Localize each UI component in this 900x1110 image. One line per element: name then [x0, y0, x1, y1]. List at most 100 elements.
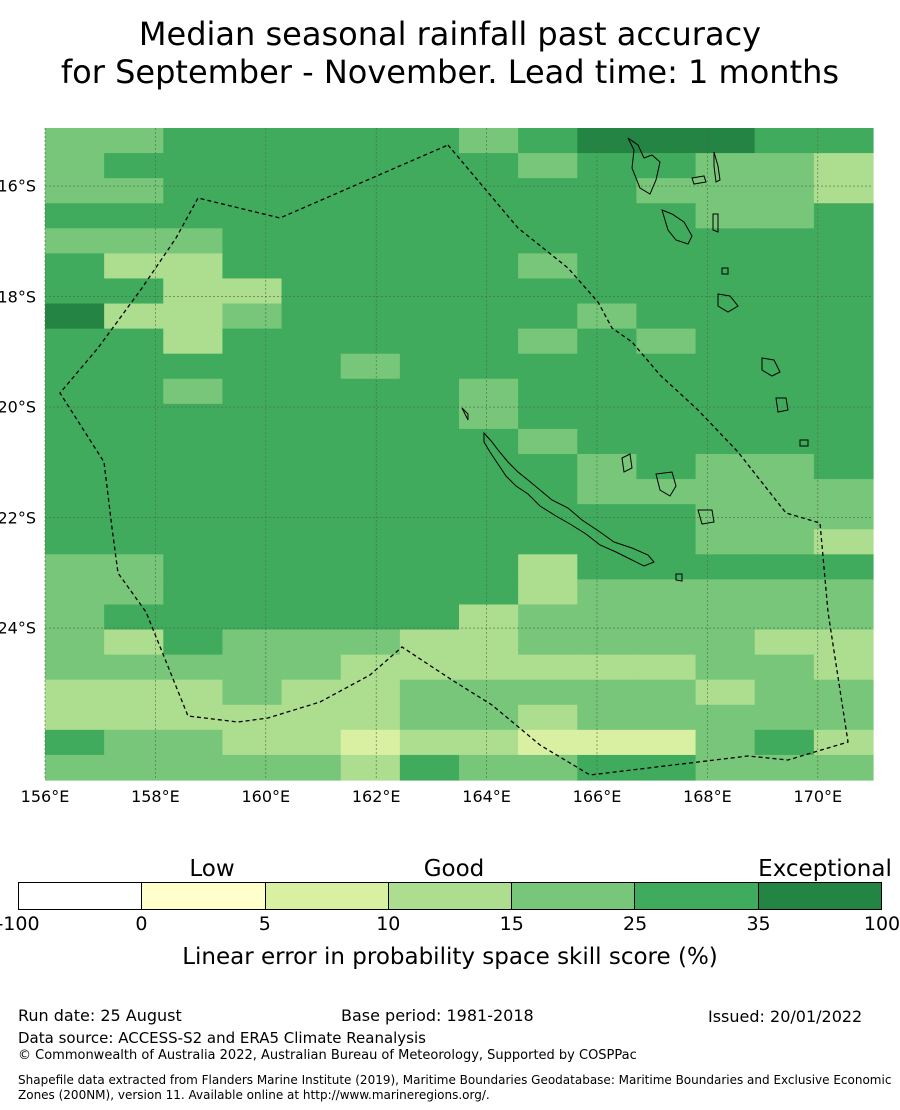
- skill-cell: [813, 278, 874, 305]
- skill-cell: [636, 278, 697, 305]
- skill-cell: [813, 579, 874, 606]
- skill-cell: [636, 153, 697, 179]
- skill-cell: [399, 128, 460, 154]
- skill-cell: [813, 303, 874, 330]
- colorbar: [18, 882, 882, 910]
- longitude-tick-label: 170°E: [793, 787, 843, 806]
- skill-cell: [340, 303, 401, 330]
- skill-cell: [399, 428, 460, 455]
- skill-cell: [695, 629, 756, 656]
- skill-cell: [222, 629, 283, 656]
- skill-cell: [518, 754, 578, 781]
- vanuatu-tanna: [775, 397, 789, 413]
- skill-cell: [518, 579, 578, 606]
- skill-cell: [754, 579, 815, 606]
- skill-cell: [45, 504, 105, 530]
- skill-cell: [45, 479, 105, 505]
- skill-cell: [754, 278, 815, 305]
- skill-cell: [636, 128, 697, 154]
- skill-cell: [104, 654, 164, 681]
- colorbar-tick-label: 15: [499, 913, 524, 935]
- skill-cell: [577, 228, 638, 254]
- latitude-tick-label: 16°S: [0, 176, 36, 196]
- longitude-tick-label: 166°E: [572, 787, 622, 806]
- skill-cell: [754, 504, 815, 530]
- skill-cell: [459, 729, 519, 756]
- skill-cell: [222, 554, 283, 580]
- skill-cell: [636, 629, 697, 656]
- skill-cell: [399, 153, 460, 179]
- longitude-tick-label: 158°E: [131, 787, 180, 806]
- skill-cell: [281, 403, 342, 430]
- skill-cell: [281, 378, 342, 405]
- skill-cell: [340, 403, 401, 430]
- skill-cell: [399, 278, 460, 305]
- skill-cell: [163, 428, 224, 455]
- skill-cell: [577, 253, 638, 280]
- skill-cell: [340, 554, 401, 580]
- skill-cell: [163, 729, 224, 756]
- skill-cell: [45, 253, 105, 280]
- colorbar-exceptional-label: Exceptional: [758, 856, 892, 882]
- skill-cell: [695, 554, 756, 580]
- longitude-tick-label: 156°E: [20, 787, 70, 806]
- skill-cell: [813, 679, 874, 706]
- skill-cell: [636, 679, 697, 706]
- skill-cell: [754, 203, 815, 229]
- skill-cell: [813, 353, 874, 380]
- skill-cell: [399, 504, 460, 530]
- skill-cell: [104, 479, 164, 505]
- skill-cell: [636, 378, 697, 405]
- skill-cell: [281, 679, 342, 706]
- skill-cell: [45, 754, 105, 781]
- skill-cell: [813, 403, 874, 430]
- skill-cell: [636, 729, 697, 756]
- skill-cell: [104, 353, 164, 380]
- skill-cell: [754, 153, 815, 179]
- skill-cell: [636, 253, 697, 280]
- skill-cell: [45, 454, 105, 480]
- skill-cell: [45, 153, 105, 179]
- skill-cell: [104, 679, 164, 706]
- skill-cell: [340, 654, 401, 681]
- skill-cell: [518, 303, 578, 330]
- skill-cell: [813, 654, 874, 681]
- skill-cell: [399, 253, 460, 280]
- skill-cell: [104, 428, 164, 455]
- skill-cell: [459, 378, 519, 405]
- skill-cell: [340, 479, 401, 505]
- skill-cell: [281, 328, 342, 355]
- skill-cell: [577, 554, 638, 580]
- skill-cell: [577, 579, 638, 606]
- skill-cell: [340, 228, 401, 254]
- skill-cell: [577, 754, 638, 781]
- skill-cell: [281, 303, 342, 330]
- skill-cell: [281, 704, 342, 731]
- latitude-tick-label: 18°S: [0, 287, 36, 307]
- map-canvas: [44, 128, 874, 781]
- skill-cell: [281, 604, 342, 631]
- colorbar-tick-label: 100: [863, 913, 900, 935]
- skill-cell: [222, 303, 283, 330]
- vanuatu-maewo: [712, 213, 719, 233]
- skill-cell: [636, 579, 697, 606]
- skill-cell: [281, 253, 342, 280]
- skill-cell: [399, 403, 460, 430]
- skill-cell: [281, 529, 342, 555]
- skill-cell: [754, 328, 815, 355]
- skill-cell: [340, 178, 401, 204]
- skill-cell: [163, 253, 224, 280]
- skill-cell: [518, 629, 578, 656]
- skill-cell: [695, 729, 756, 756]
- skill-cell: [163, 529, 224, 555]
- skill-cell: [163, 754, 224, 781]
- skill-cell: [813, 704, 874, 731]
- issued-date: Issued: 20/01/2022: [708, 1007, 863, 1026]
- skill-cell: [163, 328, 224, 355]
- skill-cell: [754, 454, 815, 480]
- skill-cell: [340, 428, 401, 455]
- skill-cell: [577, 679, 638, 706]
- colorbar-good-label: Good: [423, 856, 485, 882]
- skill-cell: [340, 679, 401, 706]
- skill-cell: [104, 253, 164, 280]
